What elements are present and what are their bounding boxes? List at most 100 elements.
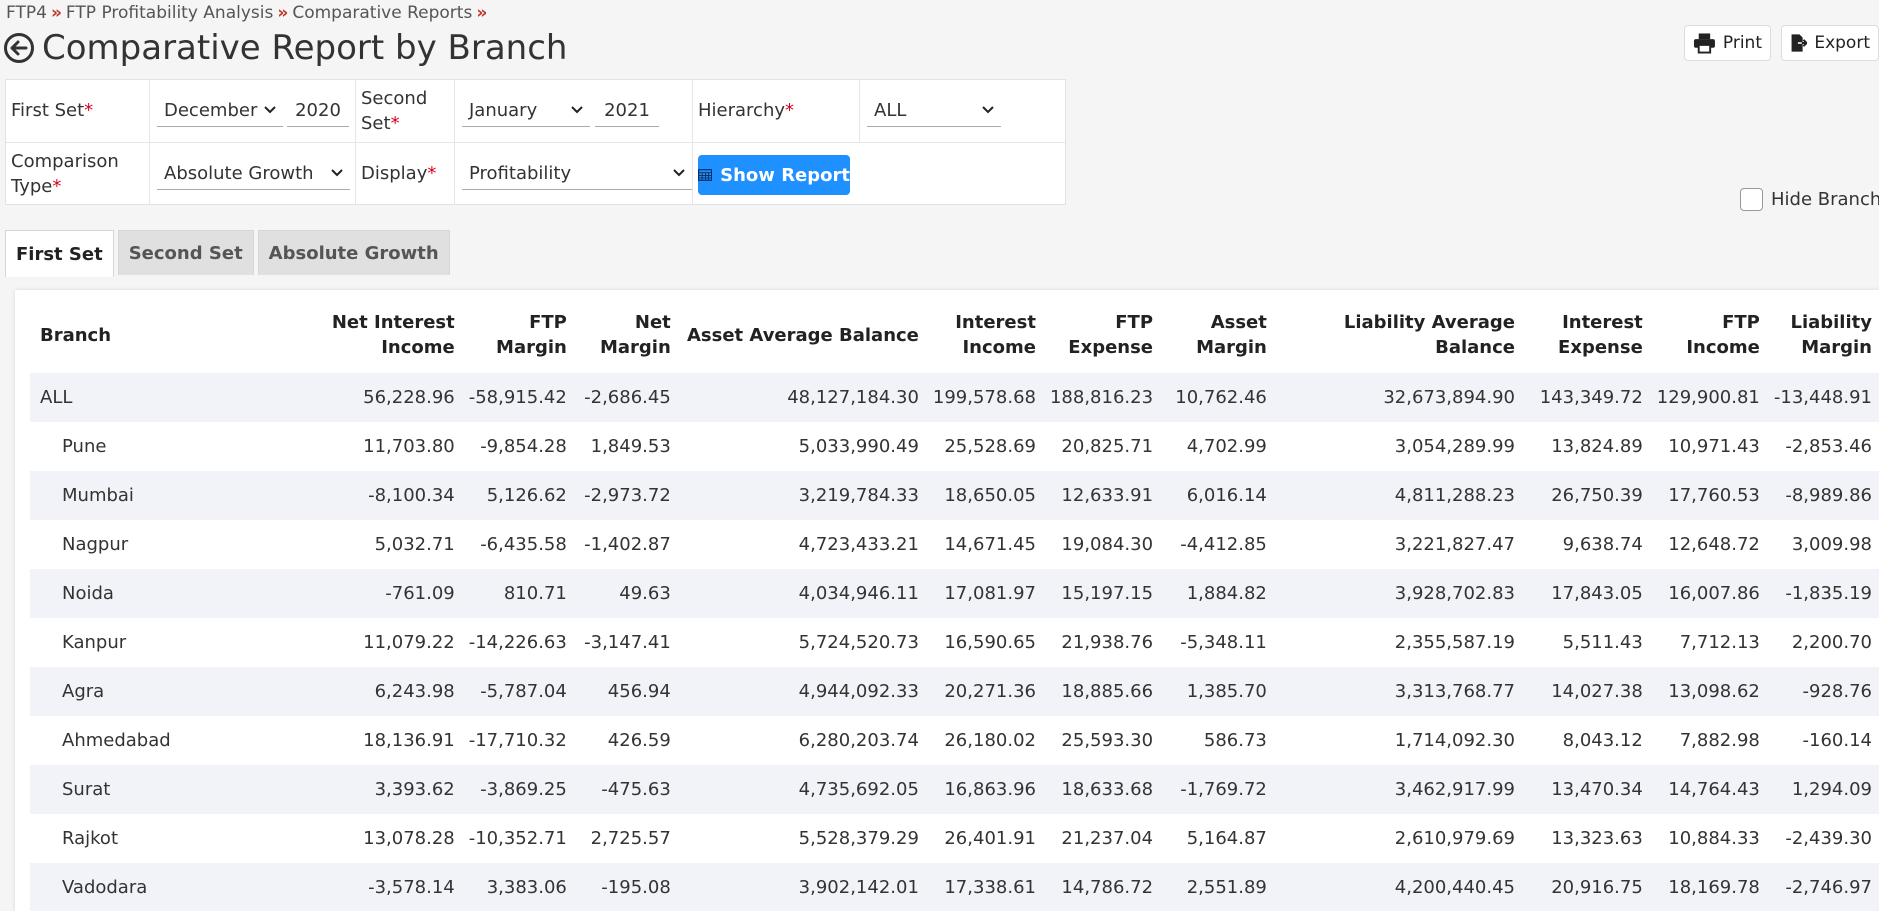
value-cell: -5,787.04 — [461, 667, 574, 716]
value-cell: 4,735,692.05 — [677, 765, 926, 814]
tab-second-set[interactable]: Second Set — [117, 230, 254, 275]
value-cell: 456.94 — [573, 667, 678, 716]
value-cell: -5,348.11 — [1180, 632, 1267, 653]
value-cell: 10,884.33 — [1668, 828, 1760, 849]
value-cell: 5,724,520.73 — [798, 632, 919, 653]
first-set-month-select[interactable]: December — [157, 95, 283, 127]
table-row[interactable]: Pune 11,703.80 -9,854.28 1,849.53 5,033,990.… — [30, 422, 1879, 471]
value-cell: 3,902,142.01 — [677, 863, 926, 911]
filter-panel: First Set* December 2020 Second Set* Jan… — [5, 79, 1066, 205]
value-cell: 810.71 — [461, 569, 574, 618]
title-row: Comparative Report by Branch — [4, 28, 567, 68]
table-row[interactable]: Surat 3,393.62 -3,869.25 -475.63 4,735,692.0… — [30, 765, 1879, 814]
display-select[interactable]: Profitability — [462, 158, 692, 190]
value-cell: 5,511.43 — [1562, 632, 1643, 653]
table-body: ALL 56,228.96 -58,915.42 -2,686.45 48,127,18… — [30, 373, 1879, 911]
value-cell: 2,551.89 — [1160, 863, 1274, 911]
tab-absolute-growth[interactable]: Absolute Growth — [257, 230, 450, 275]
display-label: Display* — [361, 163, 437, 184]
interest-expense-header[interactable]: Interest Expense — [1558, 312, 1643, 358]
ftp-income-header[interactable]: FTP Income — [1686, 312, 1760, 358]
table-row[interactable]: Mumbai -8,100.34 5,126.62 -2,973.72 3,219,78… — [30, 471, 1879, 520]
ftp-expense-header[interactable]: FTP Expense — [1068, 312, 1154, 358]
table-row[interactable]: Kanpur 11,079.22 -14,226.63 -3,147.41 5,724,… — [30, 618, 1879, 667]
print-button-label: Print — [1722, 33, 1762, 53]
net-interest-income-header[interactable]: Net Interest Income — [331, 312, 455, 358]
value-cell: 4,723,433.21 — [798, 534, 919, 555]
branch-header[interactable]: Branch — [40, 324, 112, 346]
value-cell: 4,702.99 — [1186, 436, 1267, 457]
value-cell: -2,746.97 — [1766, 863, 1879, 911]
breadcrumb-ftp-profitability[interactable]: FTP Profitability Analysis — [65, 3, 274, 23]
ftp-margin-header[interactable]: FTP Margin — [496, 312, 567, 358]
value-cell: 14,671.45 — [944, 534, 1036, 555]
value-cell: 2,610,979.69 — [1394, 828, 1515, 849]
value-cell: 3,221,827.47 — [1394, 534, 1515, 555]
second-set-month-select[interactable]: January — [462, 95, 590, 127]
table-row[interactable]: Ahmedabad 18,136.91 -17,710.32 426.59 6,280,… — [30, 716, 1879, 765]
value-cell: 17,760.53 — [1649, 471, 1767, 520]
value-cell: 3,054,289.99 — [1394, 436, 1515, 457]
show-report-button[interactable]: Show Report — [698, 155, 850, 195]
value-cell: 2,200.70 — [1791, 632, 1872, 653]
hide-branch-checkbox[interactable] — [1740, 188, 1763, 211]
first-set-label: First Set* — [11, 100, 94, 121]
value-cell: 7,882.98 — [1679, 730, 1760, 751]
filter-divider — [149, 80, 150, 204]
back-arrow-icon[interactable] — [4, 33, 34, 63]
breadcrumb-separator: » — [50, 3, 62, 23]
value-cell: 13,470.34 — [1522, 765, 1650, 814]
value-cell: -761.09 — [299, 569, 462, 618]
tab-first-set[interactable]: First Set — [5, 230, 114, 277]
value-cell: 3,383.06 — [461, 863, 574, 911]
value-cell: 14,027.38 — [1522, 667, 1650, 716]
interest-income-header[interactable]: Interest Income — [955, 312, 1036, 358]
value-cell: 32,673,894.90 — [1273, 373, 1522, 422]
comparison-type-select[interactable]: Absolute Growth — [157, 158, 350, 190]
chevron-down-icon — [673, 169, 685, 177]
liability-margin-header[interactable]: Liability Margin — [1790, 312, 1872, 358]
value-cell: 188,816.23 — [1042, 373, 1161, 422]
value-cell: 10,762.46 — [1160, 373, 1274, 422]
value-cell: 3,928,702.83 — [1273, 569, 1522, 618]
value-cell: 17,843.05 — [1522, 569, 1650, 618]
page-title: Comparative Report by Branch — [42, 28, 568, 68]
value-cell: 26,401.91 — [944, 828, 1036, 849]
value-cell: 199,578.68 — [925, 373, 1043, 422]
value-cell: 13,078.28 — [363, 828, 455, 849]
hierarchy-select[interactable]: ALL — [867, 95, 1001, 127]
second-set-year-input[interactable]: 2021 — [595, 95, 659, 127]
table-row[interactable]: Vadodara -3,578.14 3,383.06 -195.08 3,902,14… — [30, 863, 1879, 911]
table-row[interactable]: ALL 56,228.96 -58,915.42 -2,686.45 48,127,18… — [30, 373, 1879, 422]
breadcrumb-ftp4[interactable]: FTP4 — [6, 3, 47, 23]
print-button[interactable]: Print — [1684, 25, 1771, 61]
filter-divider — [859, 80, 860, 142]
value-cell: 4,200,440.45 — [1273, 863, 1522, 911]
value-cell: 426.59 — [607, 730, 671, 751]
export-icon — [1791, 34, 1808, 52]
value-cell: 3,393.62 — [299, 765, 462, 814]
value-cell: 1,849.53 — [590, 436, 671, 457]
value-cell: 17,081.97 — [925, 569, 1043, 618]
value-cell: 18,136.91 — [363, 730, 455, 751]
table-row[interactable]: Noida -761.09 810.71 49.63 4,034,946.11 17,08… — [30, 569, 1879, 618]
liability-average-balance-header[interactable]: Liability Average Balance — [1343, 312, 1515, 358]
chevron-down-icon — [264, 106, 276, 114]
net-margin-header[interactable]: Net Margin — [599, 312, 671, 358]
table-row[interactable]: Rajkot 13,078.28 -10,352.71 2,725.57 5,528,3… — [30, 814, 1879, 863]
table-row[interactable]: Agra 6,243.98 -5,787.04 456.94 4,944,092.33 2… — [30, 667, 1879, 716]
breadcrumb-comparative-reports[interactable]: Comparative Reports — [292, 3, 473, 23]
branch-cell: Ahmedabad — [62, 730, 171, 751]
first-set-year-input[interactable]: 2020 — [287, 95, 349, 127]
value-cell: 1,294.09 — [1766, 765, 1879, 814]
asset-margin-header[interactable]: Asset Margin — [1196, 312, 1267, 358]
value-cell: 6,280,203.74 — [798, 730, 919, 751]
value-cell: -58,915.42 — [461, 373, 574, 422]
value-cell: -17,710.32 — [468, 730, 567, 751]
asset-average-balance-header[interactable]: Asset Average Balance — [686, 324, 919, 346]
value-cell: 129,900.81 — [1649, 373, 1767, 422]
value-cell: 6,016.14 — [1160, 471, 1274, 520]
export-button[interactable]: Export — [1781, 25, 1879, 61]
table-row[interactable]: Nagpur 5,032.71 -6,435.58 -1,402.87 4,723,43… — [30, 520, 1879, 569]
value-cell: -10,352.71 — [468, 828, 567, 849]
